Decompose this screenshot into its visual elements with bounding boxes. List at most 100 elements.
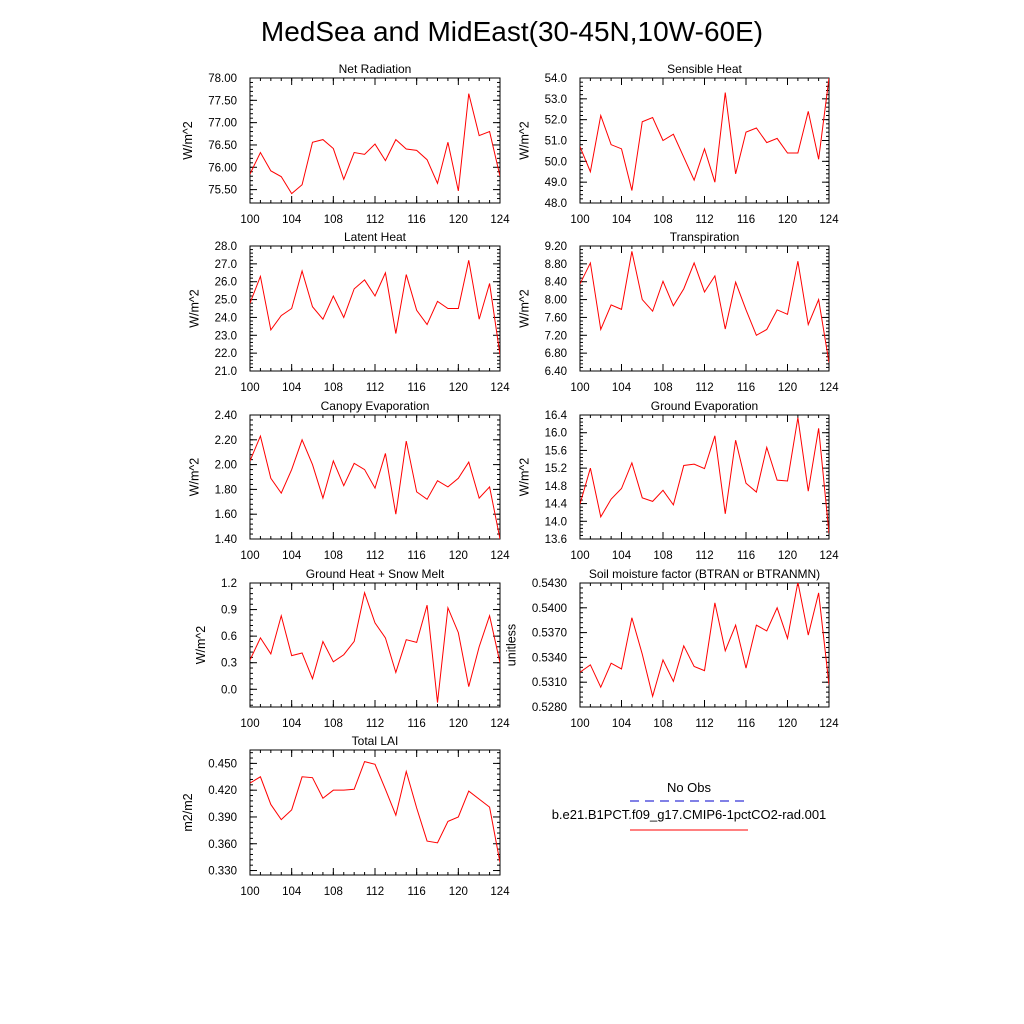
x-tick-label: 116 — [737, 550, 755, 562]
y-tick-label: 7.60 — [545, 312, 567, 324]
chart-panel: 100 104 108 112 116 120 124 0.330 0.360 0.390 0.42… — [181, 734, 510, 898]
x-tick-label: 124 — [819, 382, 839, 394]
x-tick-label: 112 — [366, 382, 384, 394]
y-tick-label: 14.4 — [545, 499, 568, 511]
y-tick-label: 26.0 — [215, 277, 237, 289]
y-tick-label: 52.0 — [545, 115, 567, 127]
y-tick-label: 0.6 — [221, 631, 237, 643]
panel-title: Latent Heat — [344, 230, 407, 244]
y-tick-label: 0.330 — [208, 866, 237, 878]
plot-frame — [249, 749, 501, 876]
y-tick-label: 0.420 — [208, 785, 237, 797]
x-tick-label: 104 — [612, 214, 632, 226]
x-tick-label: 108 — [653, 718, 672, 730]
y-tick-label: 49.0 — [545, 177, 567, 189]
x-tick-label: 100 — [240, 382, 259, 394]
y-tick-label: 1.60 — [215, 509, 237, 521]
x-tick-label: 100 — [570, 718, 589, 730]
panel-title: Soil moisture factor (BTRAN or BTRANMN) — [589, 567, 820, 581]
y-tick-label: 14.0 — [545, 516, 567, 528]
plot-frame — [249, 582, 501, 708]
panel-title: Transpiration — [670, 230, 740, 244]
y-tick-label: 54.0 — [545, 73, 567, 85]
x-tick-label: 108 — [324, 382, 343, 394]
x-tick-label: 120 — [449, 718, 468, 730]
y-tick-label: 1.2 — [221, 578, 237, 590]
series-line — [580, 417, 829, 534]
x-tick-label: 124 — [490, 718, 510, 730]
y-tick-label: 16.0 — [545, 428, 567, 440]
chart-panel: 100 104 108 112 116 120 124 13.6 14.0 14.4 14.8 15.… — [517, 399, 839, 562]
plot-frame — [579, 77, 830, 204]
x-tick-label: 100 — [240, 214, 259, 226]
x-tick-label: 116 — [737, 382, 755, 394]
x-tick-label: 116 — [407, 886, 425, 898]
y-tick-label: 7.20 — [545, 330, 567, 342]
chart-panel: 100 104 108 112 116 120 124 1.40 1.60 1.80 2.00 2.2… — [187, 399, 510, 562]
y-tick-label: 25.0 — [215, 295, 237, 307]
x-tick-label: 108 — [653, 550, 672, 562]
y-axis-label: W/m^2 — [517, 121, 531, 160]
x-tick-label: 104 — [612, 718, 632, 730]
y-tick-label: 0.5280 — [532, 702, 567, 714]
panel-title: Sensible Heat — [667, 62, 742, 76]
panel-title: Total LAI — [352, 734, 399, 748]
y-tick-label: 21.0 — [215, 366, 237, 378]
y-tick-label: 0.5400 — [532, 603, 567, 615]
y-tick-label: 0.0 — [221, 684, 237, 696]
x-tick-label: 108 — [653, 382, 672, 394]
y-tick-label: 77.50 — [208, 95, 237, 107]
legend-obs-label: No Obs — [667, 780, 712, 795]
x-tick-label: 108 — [324, 886, 343, 898]
x-tick-label: 100 — [570, 382, 589, 394]
x-tick-label: 112 — [695, 718, 713, 730]
figure-title: MedSea and MidEast(30-45N,10W-60E) — [261, 16, 763, 47]
plot-frame — [579, 245, 830, 372]
y-tick-label: 8.80 — [545, 259, 567, 271]
panel-title: Net Radiation — [339, 62, 412, 76]
y-tick-label: 9.20 — [545, 241, 567, 253]
y-tick-label: 0.9 — [221, 605, 237, 617]
y-axis-label: W/m^2 — [194, 626, 208, 665]
legend-model-label: b.e21.B1PCT.f09_g17.CMIP6-1pctCO2-rad.00… — [552, 807, 827, 822]
series-line — [250, 761, 500, 863]
y-tick-label: 24.0 — [215, 312, 237, 324]
series-line — [580, 78, 829, 191]
y-tick-label: 51.0 — [545, 136, 567, 148]
series-line — [250, 260, 500, 356]
x-tick-label: 116 — [407, 718, 425, 730]
x-tick-label: 104 — [282, 214, 302, 226]
x-tick-label: 116 — [407, 382, 425, 394]
y-tick-label: 76.50 — [208, 140, 237, 152]
legend: No Obs b.e21.B1PCT.f09_g17.CMIP6-1pctCO2… — [552, 780, 827, 831]
y-axis-label: unitless — [505, 624, 519, 666]
x-tick-label: 104 — [282, 550, 302, 562]
series-line — [580, 583, 829, 699]
x-tick-label: 104 — [282, 382, 302, 394]
x-tick-label: 112 — [366, 886, 384, 898]
x-tick-label: 104 — [282, 718, 302, 730]
y-tick-label: 8.00 — [545, 295, 567, 307]
x-tick-label: 108 — [653, 214, 672, 226]
chart-panel: 100 104 108 112 116 120 124 0.5280 0.5310 0.5340 0… — [505, 567, 840, 730]
y-axis-label: W/m^2 — [187, 458, 201, 497]
plot-frame — [579, 582, 830, 708]
x-tick-label: 124 — [819, 214, 839, 226]
y-axis-label: W/m^2 — [187, 289, 201, 328]
x-tick-label: 100 — [570, 214, 589, 226]
x-tick-label: 120 — [449, 550, 468, 562]
plot-frame — [249, 414, 501, 540]
x-tick-label: 124 — [490, 886, 510, 898]
y-tick-label: 15.6 — [545, 445, 567, 457]
x-tick-label: 100 — [240, 886, 259, 898]
y-tick-label: 78.00 — [208, 73, 237, 85]
x-tick-label: 120 — [778, 718, 797, 730]
x-tick-label: 120 — [449, 886, 468, 898]
y-tick-label: 0.5430 — [532, 578, 567, 590]
y-tick-label: 8.40 — [545, 277, 567, 289]
x-tick-label: 124 — [490, 382, 510, 394]
y-axis-label: W/m^2 — [517, 458, 531, 497]
x-tick-label: 112 — [366, 214, 384, 226]
